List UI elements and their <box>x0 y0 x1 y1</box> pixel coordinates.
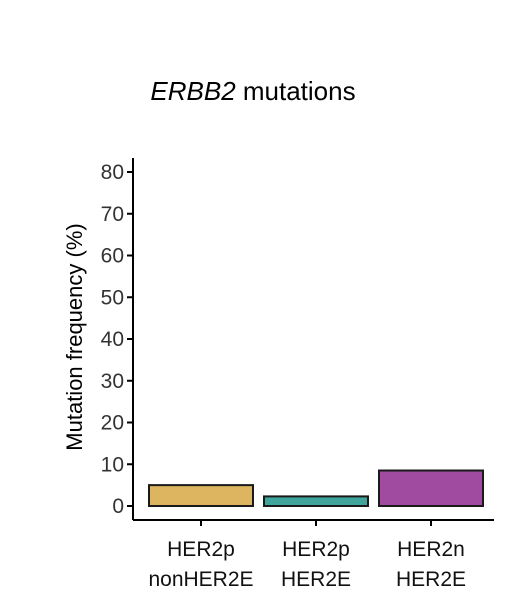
y-tick-label-70: 70 <box>101 203 124 226</box>
y-tick-label-30: 30 <box>101 370 124 393</box>
plot-area: 0 10 20 30 40 50 60 70 80 HER2p nonHER2E HER2p HER2E… <box>101 158 494 591</box>
y-tick-label-0: 0 <box>112 495 124 518</box>
x-tick-label-0-line2: nonHER2E <box>148 568 253 591</box>
x-tick-label-0-line1: HER2p <box>167 538 235 561</box>
chart-title-rest: mutations <box>236 76 356 106</box>
y-tick-label-60: 60 <box>101 245 124 268</box>
x-tick-label-2-line1: HER2n <box>397 538 465 561</box>
chart-title-gene: ERBB2 <box>150 76 236 106</box>
x-tick-label-1-line1: HER2p <box>282 538 350 561</box>
bar-0 <box>148 484 254 507</box>
y-tick-label-50: 50 <box>101 286 124 309</box>
x-tick-label-1-line2: HER2E <box>281 568 351 591</box>
y-tick-label-40: 40 <box>101 328 124 351</box>
y-tick-label-20: 20 <box>101 412 124 435</box>
y-tick-label-10: 10 <box>101 453 124 476</box>
bar-1 <box>263 495 369 507</box>
x-tick-label-2-line2: HER2E <box>396 568 466 591</box>
y-tick-label-80: 80 <box>101 161 124 184</box>
y-axis-label: Mutation frequency (%) <box>62 223 87 450</box>
chart-title: ERBB2 mutations <box>150 76 355 106</box>
bar-2 <box>378 469 484 508</box>
